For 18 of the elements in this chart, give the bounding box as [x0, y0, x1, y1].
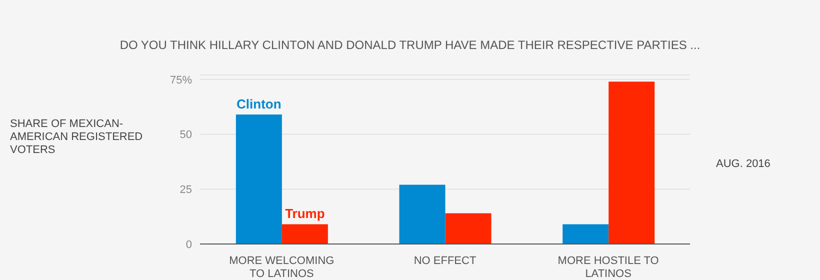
text: AUG. 2016	[716, 158, 772, 170]
bar	[608, 82, 655, 244]
bar	[445, 213, 492, 244]
x-tick-label: MORE WELCOMING TO LATINOS	[229, 255, 334, 280]
x-tick-label: NO EFFECT	[414, 255, 476, 267]
chart-title: DO YOU THINK HILLARY CLINTON AND DONALD TRUMP HAVE MADE THEIR RESPECTIVE PARTIES ...	[118, 38, 702, 52]
bar	[399, 184, 446, 244]
y-tick-label: 75%	[170, 74, 192, 86]
bar	[562, 224, 609, 244]
bar	[236, 114, 282, 244]
series-label: Trump	[285, 206, 325, 222]
x-tick-label: MORE HOSTILE TO LATINOS	[558, 255, 660, 280]
bar	[282, 224, 328, 244]
y-axis-title: SHARE OF MEXICAN-AMERICAN REGISTERED VOTERS	[10, 118, 144, 157]
y-tick-label: 50	[180, 129, 192, 142]
y-tick-label: 25	[180, 184, 192, 196]
series-label: Clinton	[236, 96, 282, 112]
y-tick-label: 0	[186, 238, 192, 251]
